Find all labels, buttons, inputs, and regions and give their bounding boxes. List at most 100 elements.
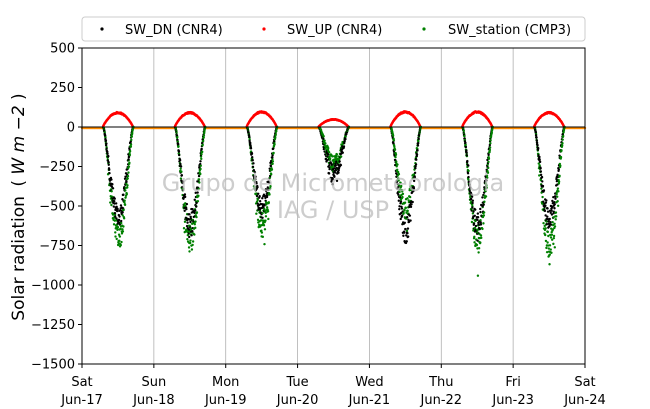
sw-station-point	[128, 151, 131, 155]
sw-dn-point	[328, 164, 331, 167]
sw-dn-point	[255, 194, 259, 198]
sw-dn-point	[481, 196, 484, 199]
sw-station-point	[255, 212, 258, 215]
sw-dn-point	[467, 164, 470, 167]
sw-dn-point	[108, 168, 111, 171]
sw-station-point	[556, 187, 560, 190]
sw-station-point	[397, 179, 400, 182]
y-tick-label: −1250	[31, 318, 75, 333]
sw-station-point	[470, 220, 474, 224]
sw-station-point	[546, 241, 549, 244]
sw-station-point	[202, 134, 206, 137]
sw-station-point	[267, 217, 270, 221]
sw-dn-point	[469, 197, 473, 201]
sw-dn-point	[183, 195, 187, 199]
sw-dn-point	[468, 183, 471, 186]
sw-station-point	[557, 180, 561, 183]
sw-station-point	[481, 227, 484, 231]
sw-station-point	[545, 250, 549, 254]
sw-dn-point	[179, 162, 182, 166]
sw-station-point	[552, 236, 556, 240]
sw-dn-point	[258, 200, 262, 203]
sw-dn-point	[550, 209, 553, 212]
sw-dn-point	[257, 192, 260, 195]
sw-dn-point	[337, 171, 340, 174]
x-tick-label-date: Jun-19	[204, 393, 247, 408]
sw-station-point	[394, 153, 398, 156]
sw-dn-point	[251, 165, 255, 168]
sw-station-point	[557, 190, 560, 193]
sw-dn-point	[471, 201, 474, 205]
x-tick-label-date: Jun-18	[132, 393, 175, 408]
sw-station-point	[271, 162, 274, 165]
y-axis-label: Solar radiation ( W m −2 )	[9, 93, 29, 320]
sw-station-point	[549, 236, 553, 239]
sw-dn-point	[339, 163, 343, 167]
sw-dn-point	[550, 213, 554, 216]
sw-station-point	[130, 138, 133, 142]
sw-dn-point	[197, 174, 201, 178]
sw-station-point	[397, 172, 401, 176]
sw-station-point	[248, 137, 251, 141]
sw-station-point	[542, 221, 545, 225]
sw-station-point	[484, 189, 487, 193]
sw-station-point	[124, 189, 127, 192]
sw-dn-point	[542, 189, 546, 192]
sw-station-point	[489, 139, 492, 142]
sw-station-point	[195, 211, 199, 214]
sw-dn-point	[115, 209, 119, 213]
sw-dn-point	[534, 134, 538, 137]
sw-dn-point	[341, 151, 344, 154]
sw-dn-point	[199, 160, 202, 163]
sw-station-point	[269, 184, 272, 188]
sw-dn-point	[120, 219, 123, 223]
sw-dn-point	[107, 163, 110, 166]
legend-marker-sw-station	[422, 27, 426, 31]
sw-dn-point	[178, 158, 182, 162]
y-tick-label: 500	[50, 42, 75, 57]
sw-station-point	[331, 155, 334, 158]
sw-station-point	[203, 130, 206, 134]
sw-station-point	[548, 244, 552, 247]
sw-dn-point	[110, 178, 113, 181]
sw-dn-point	[416, 144, 420, 147]
sw-station-point	[187, 246, 191, 249]
sw-dn-point	[254, 175, 257, 178]
sw-station-point	[186, 237, 189, 241]
sw-station-point	[551, 220, 554, 224]
sw-station-point	[554, 218, 557, 221]
sw-station-point	[128, 149, 132, 153]
grid-layer	[153, 48, 514, 364]
sw-station-point	[483, 200, 486, 203]
sw-station-point	[399, 181, 402, 185]
x-tick-label-date: Jun-22	[420, 393, 463, 408]
sw-station-point	[486, 176, 489, 179]
sw-station-point	[200, 152, 203, 156]
sw-dn-point	[104, 139, 108, 142]
sw-station-point	[475, 243, 479, 247]
sw-dn-point	[464, 141, 467, 145]
sw-dn-point	[261, 216, 264, 219]
sw-dn-point	[399, 200, 403, 203]
sw-station-point	[463, 134, 466, 138]
sw-station-point	[547, 247, 551, 250]
sw-station-point	[120, 240, 123, 244]
sw-dn-point	[402, 234, 405, 237]
sw-station-point	[128, 153, 132, 157]
sw-dn-point	[412, 179, 416, 183]
sw-station-point	[561, 134, 565, 138]
sw-station-point	[392, 139, 396, 142]
sw-dn-point	[404, 228, 407, 231]
sw-dn-point	[191, 208, 194, 211]
sw-station-point	[473, 226, 477, 230]
sw-station-point	[544, 233, 547, 237]
sw-dn-point	[254, 178, 257, 181]
x-tick-label-day: Fri	[505, 375, 521, 390]
sw-dn-point	[177, 150, 181, 153]
sw-dn-point	[104, 144, 108, 147]
sw-station-point	[127, 171, 130, 174]
sw-station-point	[479, 241, 482, 244]
sw-dn-point	[249, 144, 252, 147]
sw-dn-point	[406, 215, 409, 219]
